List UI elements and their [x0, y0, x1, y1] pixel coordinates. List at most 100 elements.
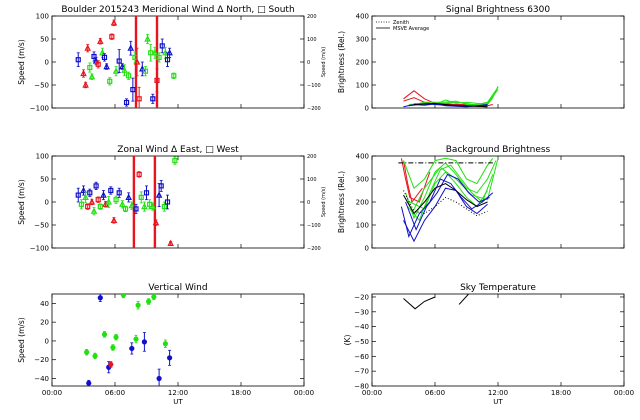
- vertical-panel: Vertical Wind −40 −20 0 20 40 00:00 06:00 12:00 1…: [17, 283, 314, 406]
- vertical-point-circle: [92, 353, 98, 359]
- meridional-ytick-label: −100: [30, 105, 49, 113]
- signal-ytick-label: 200: [356, 59, 369, 67]
- background-ytick-label: 0: [365, 245, 369, 253]
- meridional-point-square: [126, 73, 132, 79]
- background-series-line: [403, 187, 488, 243]
- sky-plot-frame: [371, 293, 625, 387]
- zonal-point-triangle: [141, 202, 148, 210]
- meridional-point-triangle: [151, 48, 159, 56]
- signal-panel: Signal Brightness 6300 0 100 200 300 400 Brigh…: [337, 5, 625, 113]
- meridional-point-triangle: [110, 19, 118, 26]
- zonal-point-square: [147, 201, 153, 207]
- vertical-point-circle: [156, 375, 162, 382]
- sky-ytick-label: −60: [354, 353, 369, 361]
- background-ytick-label: 100: [356, 222, 369, 230]
- vertical-point-circle: [162, 341, 168, 347]
- meridional-point-square: [130, 86, 136, 93]
- vertical-ytick-label: −20: [34, 356, 49, 364]
- sky-ytick-label: −50: [354, 338, 369, 346]
- vertical-ytick-label: 40: [40, 300, 49, 308]
- vertical-xtick-label: 18:00: [231, 389, 251, 397]
- background-ytick-label: 300: [356, 176, 369, 184]
- meridional-point-triangle: [119, 62, 126, 70]
- background-series-line: [405, 173, 490, 231]
- sky-series-line: [458, 294, 469, 305]
- zonal-ytick-label: 50: [40, 176, 49, 184]
- sky-ytick-label: −80: [354, 383, 369, 391]
- zonal-point-triangle: [82, 193, 89, 200]
- vertical-point-circle: [86, 380, 92, 386]
- meridional-ytick-label: 50: [40, 36, 49, 44]
- zonal-point-square: [133, 206, 139, 212]
- signal-ytick-label: 300: [356, 36, 369, 44]
- meridional-point-square: [159, 43, 165, 49]
- vertical-ytick-label: 0: [45, 337, 49, 345]
- vertical-point-circle: [141, 339, 147, 345]
- zonal-title: Zonal Wind Δ East, □ West: [117, 145, 239, 155]
- zonal-point-square: [93, 183, 99, 189]
- zonal-point-square: [136, 171, 142, 177]
- meridional-point-square: [142, 68, 149, 74]
- zonal-point-square: [113, 197, 119, 203]
- vertical-ytick-label: −40: [34, 375, 49, 383]
- zonal-panel: Zonal Wind Δ East, □ West −100 −50 0 50 100 −2…: [17, 145, 327, 253]
- zonal-point-triangle: [152, 218, 160, 226]
- vertical-point-circle: [84, 349, 90, 355]
- background-ytick-label: 400: [356, 153, 369, 161]
- zonal-ytick-label: 0: [45, 199, 49, 207]
- zonal-point-square: [143, 190, 150, 196]
- meridional-title: Boulder 2015243 Meridional Wind Δ North,…: [61, 5, 294, 15]
- sky-xtick-label: 00:00: [362, 389, 382, 397]
- zonal-ylabel-right: Speed (m/s): [321, 187, 327, 217]
- sky-xtick-label: 18:00: [551, 389, 571, 397]
- zonal-marks: [75, 156, 178, 248]
- meridional-point-triangle: [133, 58, 141, 65]
- meridional-right-ytick-label: −100: [307, 83, 321, 89]
- zonal-ytick-label: 100: [36, 153, 49, 161]
- vertical-point-circle: [110, 344, 116, 351]
- meridional-point-triangle: [127, 44, 135, 51]
- background-ytick-label: 200: [356, 199, 369, 207]
- meridional-point-square: [109, 34, 115, 40]
- sky-ytick-label: −20: [354, 293, 369, 301]
- meridional-point-triangle: [97, 37, 104, 44]
- background-title: Background Brightness: [446, 145, 551, 155]
- zonal-plot-frame: [51, 155, 305, 249]
- signal-series-line: [408, 87, 499, 107]
- meridional-point-square: [164, 57, 171, 63]
- signal-legend-label: Zenith: [393, 20, 409, 26]
- vertical-point-circle: [146, 298, 152, 305]
- vertical-point-circle: [113, 334, 119, 340]
- background-panel: Background Brightness 0 100 200 300 400 Bright…: [337, 145, 625, 253]
- meridional-ytick-label: −50: [34, 82, 49, 90]
- meridional-plot-frame: [51, 15, 305, 109]
- meridional-right-ytick-label: 0: [307, 60, 310, 66]
- zonal-point-square: [116, 190, 122, 196]
- zonal-point-triangle: [128, 201, 136, 209]
- background-series-line: [403, 157, 494, 190]
- meridional-point-square: [107, 78, 113, 84]
- meridional-point-triangle: [144, 35, 151, 42]
- zonal-point-square: [95, 197, 101, 203]
- meridional-point-triangle: [88, 72, 96, 80]
- meridional-point-square: [116, 58, 122, 64]
- meridional-point-square: [171, 73, 177, 79]
- zonal-ytick-label: −100: [30, 245, 49, 253]
- sky-ylabel: (K): [343, 335, 352, 346]
- zonal-point-triangle: [90, 207, 98, 214]
- vertical-point-circle: [135, 302, 141, 308]
- signal-legend-label: MSVE Average: [393, 26, 429, 32]
- background-series-line: [407, 164, 494, 222]
- meridional-ytick-label: 0: [45, 59, 49, 67]
- meridional-ytick-label: 100: [36, 13, 49, 21]
- sky-xtick-label: 00:00: [614, 389, 634, 397]
- vertical-xtick-label: 06:00: [105, 389, 125, 397]
- zonal-point-square: [172, 158, 178, 164]
- meridional-point-square: [95, 61, 101, 67]
- signal-series-line: [413, 102, 488, 108]
- zonal-ylabel: Speed (m/s): [17, 179, 26, 225]
- sky-xlabel: UT: [493, 398, 503, 406]
- vertical-xlabel: UT: [173, 398, 183, 406]
- meridional-point-triangle: [166, 48, 173, 56]
- sky-ytick-label: −30: [354, 308, 369, 316]
